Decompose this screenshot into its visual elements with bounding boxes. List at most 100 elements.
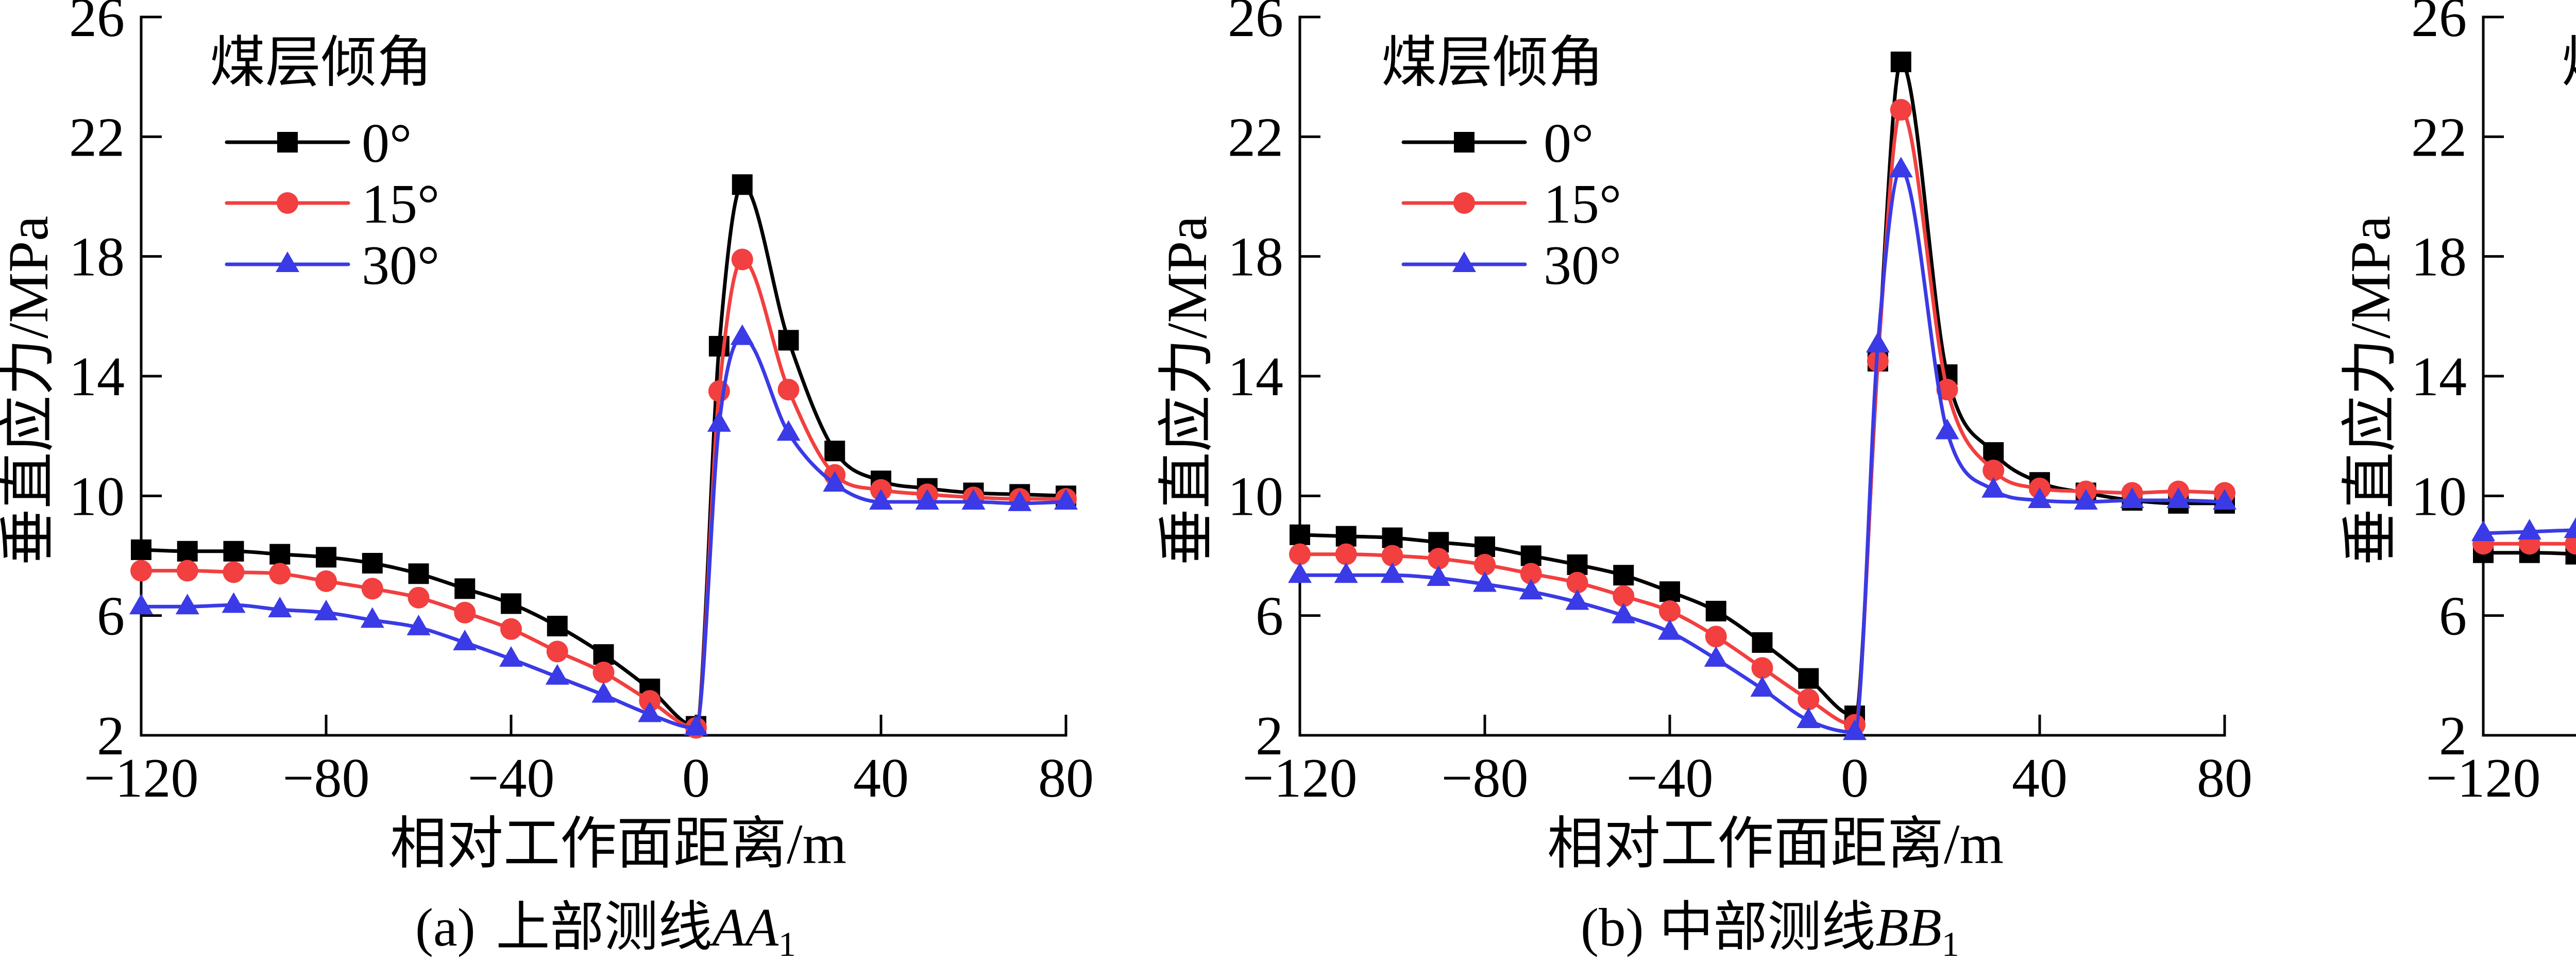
series-line <box>1298 60 2227 718</box>
data-point-marker <box>500 618 522 640</box>
data-point-marker <box>1054 488 1078 510</box>
data-point-marker <box>1475 536 1495 558</box>
data-point-marker <box>777 379 800 401</box>
data-point-marker <box>1428 548 1450 570</box>
caption-line-name: AA <box>709 897 779 957</box>
x-tick-label: −80 <box>1442 748 1529 809</box>
data-point-marker <box>2564 517 2576 538</box>
data-point-marker <box>1474 553 1496 576</box>
data-point-marker <box>1380 562 1404 583</box>
series-circle <box>130 248 1077 739</box>
y-tick-label: 22 <box>69 107 125 168</box>
legend-entry <box>225 192 350 214</box>
data-point-marker <box>1704 646 1728 667</box>
data-point-marker <box>2074 488 2098 510</box>
series-circle <box>2472 533 2576 555</box>
y-tick-label: 26 <box>2411 0 2467 48</box>
legend-entry <box>1401 192 1527 214</box>
data-point-marker <box>361 578 383 600</box>
data-point-marker <box>1613 585 1635 607</box>
data-point-marker <box>362 553 383 574</box>
data-point-marker <box>1750 676 1774 697</box>
data-point-marker <box>545 664 569 685</box>
y-tick-label: 2 <box>97 705 125 767</box>
data-point-marker <box>1290 524 1310 545</box>
data-point-marker <box>1866 332 1890 353</box>
data-point-marker <box>2565 533 2576 555</box>
legend-entry <box>1401 132 1527 153</box>
y-tick-label: 6 <box>97 586 125 647</box>
x-tick-label: 0 <box>682 748 710 809</box>
legend-label: 30° <box>1544 235 1621 296</box>
caption-line-name: BB <box>1875 897 1941 957</box>
data-point-marker <box>177 541 198 562</box>
x-axis-title: 相对工作面距离/m <box>1547 813 2004 875</box>
data-point-marker <box>1008 490 1032 511</box>
legend-title: 煤层倾角 <box>2562 32 2576 94</box>
x-tick-label: −40 <box>1626 748 1714 809</box>
data-point-marker <box>1565 589 1589 610</box>
data-point-marker <box>1612 602 1636 623</box>
data-point-marker <box>1705 600 1726 621</box>
legend-entry <box>225 132 350 153</box>
data-point-marker <box>1288 562 1312 583</box>
data-point-marker <box>1334 562 1358 583</box>
legend-label: 0° <box>1544 113 1594 174</box>
caption-label: (b) <box>1581 897 1643 957</box>
legend-marker-circle-icon <box>277 192 298 214</box>
legend-label: 15° <box>1544 174 1621 235</box>
data-point-marker <box>1567 554 1588 575</box>
data-point-marker <box>1659 600 1681 622</box>
data-point-marker <box>1705 626 1727 648</box>
data-point-marker <box>2517 519 2541 540</box>
y-axis-title: 垂直应力/MPa <box>0 216 60 565</box>
legend-marker-square-icon <box>277 132 298 153</box>
data-point-marker <box>2120 487 2144 509</box>
data-point-marker <box>360 607 384 628</box>
data-point-marker <box>778 330 799 351</box>
data-point-marker <box>268 597 292 618</box>
data-point-marker <box>1936 379 1958 401</box>
x-axis-title: 相对工作面距离/m <box>390 813 846 875</box>
series-line <box>2481 542 2576 546</box>
data-point-marker <box>1659 581 1680 602</box>
caption-text: 中部测线 <box>1659 897 1875 957</box>
y-tick-label: 22 <box>1228 107 1283 168</box>
data-point-marker <box>1335 526 1357 547</box>
y-tick-label: 10 <box>2411 466 2467 527</box>
data-point-marker <box>175 594 199 615</box>
x-tick-label: 40 <box>853 748 909 809</box>
data-point-marker <box>454 578 476 599</box>
x-tick-label: 40 <box>2012 748 2067 809</box>
legend-label: 30° <box>362 235 439 296</box>
y-tick-label: 18 <box>69 227 125 288</box>
data-point-marker <box>1658 619 1682 640</box>
data-point-marker <box>592 662 615 684</box>
data-point-marker <box>499 646 523 667</box>
data-point-marker <box>1427 565 1451 586</box>
data-point-marker <box>1613 565 1634 586</box>
legend-title: 煤层倾角 <box>1381 32 1604 94</box>
data-point-marker <box>731 248 753 271</box>
data-point-marker <box>591 682 616 703</box>
data-point-marker <box>2166 487 2191 509</box>
y-tick-label: 10 <box>1228 466 1283 527</box>
data-point-marker <box>269 544 291 565</box>
data-point-marker <box>1335 543 1357 565</box>
data-point-marker <box>1381 545 1403 567</box>
legend-entry <box>225 251 350 272</box>
x-tick-label: −120 <box>1243 748 1358 809</box>
y-tick-label: 6 <box>1256 586 1283 647</box>
data-point-marker <box>707 411 731 432</box>
series-line <box>2481 551 2576 557</box>
data-point-marker <box>1935 418 1959 440</box>
x-tick-label: −80 <box>283 748 370 809</box>
data-point-marker <box>406 614 431 635</box>
data-point-marker <box>408 563 429 584</box>
data-point-marker <box>453 629 477 650</box>
y-tick-label: 14 <box>1228 346 1283 408</box>
data-point-marker <box>824 441 845 462</box>
data-point-marker <box>1797 707 1821 728</box>
y-tick-label: 18 <box>2411 227 2467 288</box>
